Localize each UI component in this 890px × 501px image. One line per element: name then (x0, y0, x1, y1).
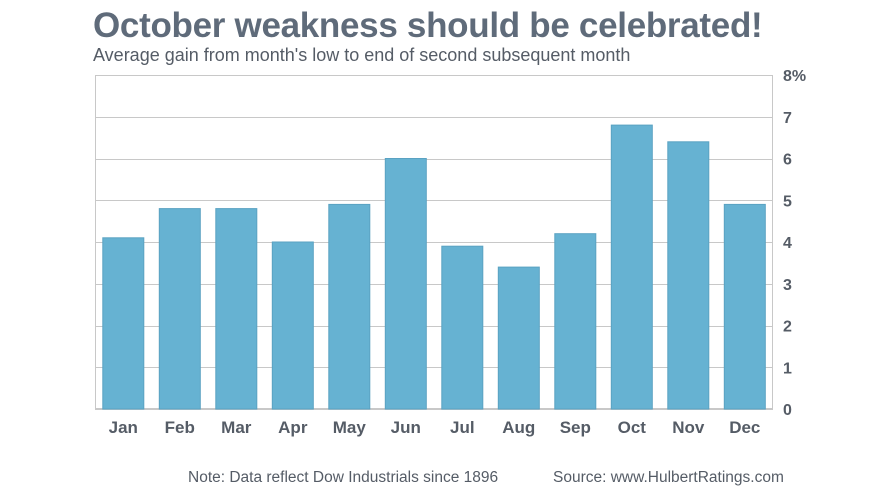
bar-nov (667, 141, 710, 410)
bar-dec (723, 203, 766, 410)
bar-jun (384, 158, 427, 410)
y-tick-label: 5 (783, 193, 792, 210)
y-tick-label: 2 (783, 319, 792, 336)
x-tick-label: Jun (391, 418, 421, 437)
x-tick-label: Jan (109, 418, 138, 437)
x-tick-label: Feb (165, 418, 195, 437)
bar-aug (497, 266, 540, 410)
x-tick-label: Jul (450, 418, 475, 437)
chart-title: October weakness should be celebrated! (93, 6, 763, 45)
y-tick-label: 3 (783, 277, 792, 294)
y-tick-label: 0 (783, 402, 792, 419)
x-tick-label: Apr (278, 418, 308, 437)
x-tick-label: Aug (502, 418, 535, 437)
bar-mar (215, 208, 258, 410)
y-tick-label: 8% (783, 68, 806, 85)
chart-subtitle: Average gain from month's low to end of … (93, 45, 631, 65)
bar-sep (554, 233, 597, 410)
bar-jan (102, 237, 145, 410)
y-tick-label: 6 (783, 152, 792, 169)
y-tick-label: 7 (783, 110, 792, 127)
x-tick-label: Dec (729, 418, 760, 437)
bar-may (328, 203, 371, 410)
source-credit: Source: www.HulbertRatings.com (553, 469, 784, 486)
bar-apr (271, 241, 314, 410)
x-tick-label: Oct (618, 418, 647, 437)
x-tick-label: Nov (672, 418, 705, 437)
data-note: Note: Data reflect Dow Industrials since… (188, 469, 499, 486)
y-tick-label: 1 (783, 360, 792, 377)
x-tick-label: Sep (560, 418, 591, 437)
bar-jul (441, 245, 484, 410)
plot-frame (95, 75, 773, 409)
bar-feb (158, 208, 201, 410)
x-tick-label: May (333, 418, 367, 437)
bar-oct (610, 124, 653, 410)
x-tick-label: Mar (221, 418, 252, 437)
y-tick-label: 4 (783, 235, 792, 252)
